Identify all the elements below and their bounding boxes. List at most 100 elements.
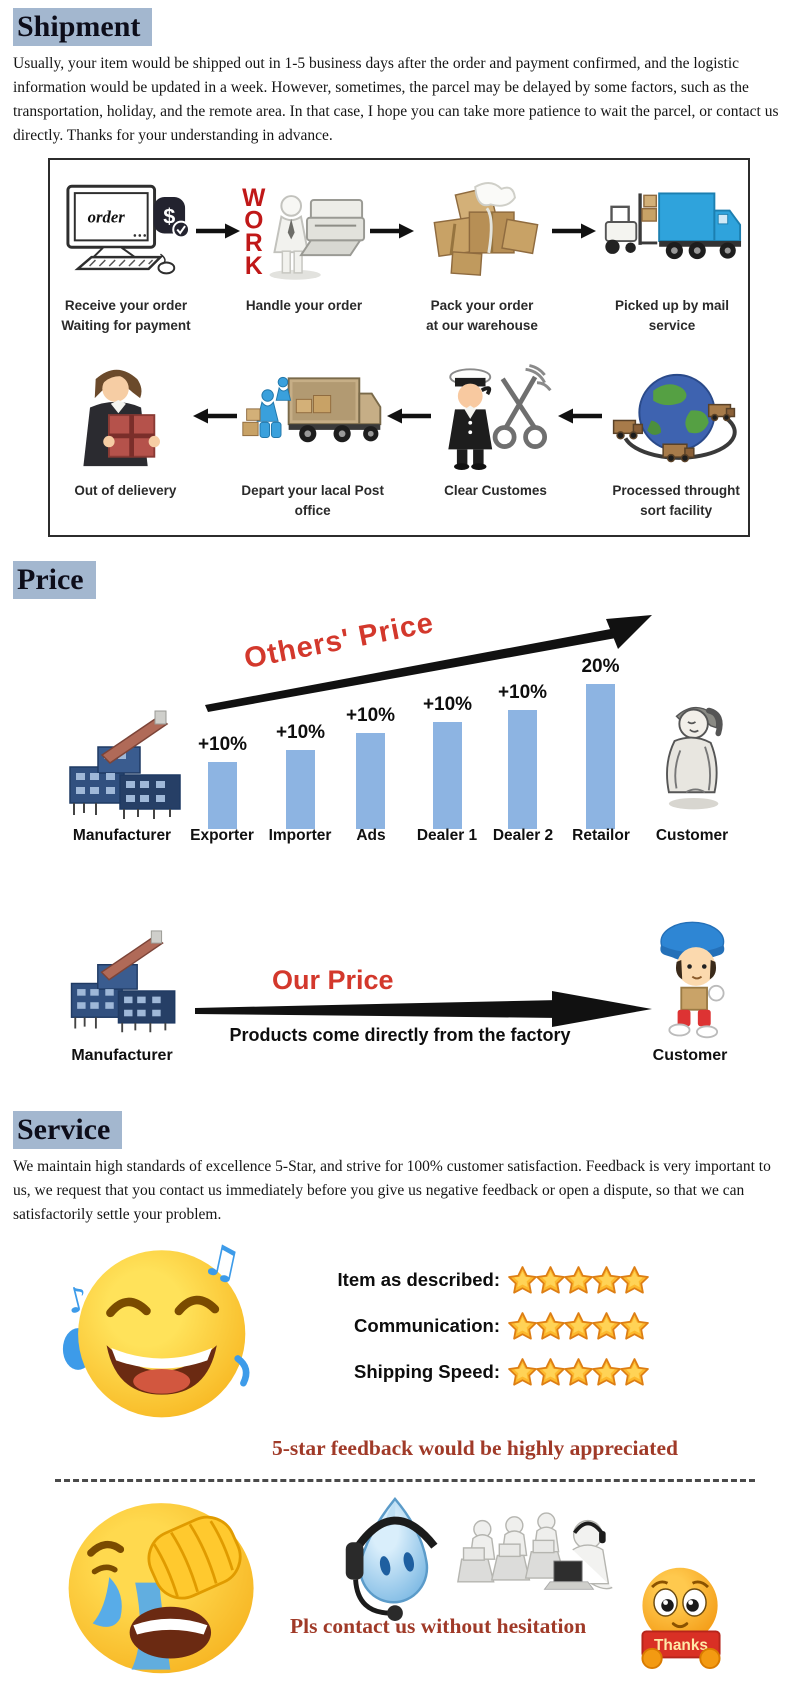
flow-arrow-right	[368, 222, 414, 240]
star-icon	[508, 1311, 537, 1340]
customs-officer-icon	[447, 363, 552, 470]
svg-text:♪: ♪	[62, 1279, 93, 1323]
call-center-team-icon	[457, 1512, 613, 1590]
rating-label: Shipping Speed:	[354, 1361, 500, 1383]
bar-dealer1: +10%	[423, 694, 472, 830]
thanks-emoji-icon: Thanks	[641, 1567, 721, 1670]
flow-step-label: Processed throught sort facility	[612, 482, 740, 518]
flow-step-sort-facility: Processed throught sort facility	[604, 359, 748, 522]
chart-label-dealer1: Dealer 1	[416, 827, 478, 845]
our-price-caption: Products come directly from the factory	[229, 1025, 571, 1046]
waterdrop-headset-icon	[345, 1497, 438, 1622]
flow-step-label: Handle your order	[245, 298, 363, 314]
rating-row-item-described: Item as described:	[288, 1257, 649, 1303]
bar-exporter: +10%	[198, 734, 247, 830]
sad-customer-icon	[666, 706, 723, 810]
factory-icon	[70, 930, 176, 1033]
bar-value-label: 20%	[581, 656, 620, 678]
svg-text:$: $	[163, 204, 175, 229]
chart-label-ads: Ads	[356, 827, 386, 845]
star-icon	[508, 1265, 537, 1294]
flow-arrow-left	[558, 407, 604, 425]
svg-text:♫: ♫	[197, 1235, 246, 1291]
bar-value-label: +10%	[275, 722, 326, 744]
star-icon	[536, 1357, 565, 1386]
flow-arrow-left	[386, 407, 433, 425]
star-rating	[507, 1311, 649, 1342]
laughing-music-emoji-icon: ♫ ♪	[62, 1233, 250, 1418]
arrow-right-icon	[552, 223, 596, 239]
arrow-left-icon	[386, 408, 431, 424]
flow-step-label: Out of delievery	[74, 482, 177, 498]
forklift-truck-icon	[604, 192, 742, 260]
arrow-right-icon	[370, 223, 414, 239]
star-icon	[592, 1357, 621, 1386]
bar-importer: +10%	[276, 722, 325, 830]
bar-retailor: 20%	[581, 656, 620, 830]
bar-value-label: +10%	[422, 694, 473, 716]
star-rating	[507, 1265, 649, 1296]
star-rating	[507, 1357, 649, 1388]
chart-label-dealer2: Dealer 2	[492, 827, 554, 845]
factory-icon	[69, 710, 181, 820]
flow-step-clear-customs: Clear Customes	[433, 359, 559, 501]
five-star-feedback-note: 5-star feedback would be highly apprecia…	[272, 1436, 678, 1461]
our-price-manufacturer-label: Manufacturer	[71, 1047, 173, 1065]
our-price-label: Our Price	[272, 965, 394, 996]
delivery-person-icon	[83, 369, 161, 466]
flow-step-out-delivery: Out of delievery	[58, 359, 193, 501]
rating-label: Item as described:	[337, 1269, 500, 1291]
rating-label: Communication:	[354, 1315, 500, 1337]
flow-step-pack-order: Pack your order at our warehouse	[414, 174, 550, 337]
star-icon	[564, 1265, 593, 1294]
feedback-block: ♫ ♪ Item as described: Communication: Sh…	[0, 1233, 800, 1430]
flow-arrow-left	[192, 407, 239, 425]
flow-step-receive-order: order $ Receive your order Waitin	[58, 174, 194, 337]
globe-trucks-icon	[613, 373, 737, 462]
bar-value-label: +10%	[345, 705, 396, 727]
computer-order-icon: order $	[66, 184, 190, 275]
our-price-diagram: Our Price Products come directly from th…	[0, 907, 800, 1085]
shipment-flow-row-2: Out of delievery	[50, 355, 748, 522]
facepalm-laughing-emoji-icon	[68, 1503, 254, 1674]
bar-ads: +10%	[346, 705, 395, 830]
svg-text:Thanks: Thanks	[654, 1637, 708, 1654]
contact-block: Pls contact us without hesitation Thanks	[0, 1486, 800, 1698]
flow-step-label: Clear Customes	[444, 482, 547, 498]
rating-row-communication: Communication:	[288, 1303, 649, 1349]
flow-step-label: Pack your order at our warehouse	[426, 298, 538, 334]
star-icon	[564, 1357, 593, 1386]
star-icon	[620, 1311, 649, 1340]
service-section-title: Service	[13, 1111, 123, 1150]
warehouse-boxes-icon	[433, 182, 539, 276]
star-icon	[536, 1265, 565, 1294]
shipment-section-title: Shipment	[13, 8, 153, 46]
shipment-flow-row-1: order $ Receive your order Waitin	[50, 170, 748, 337]
chart-label-manufacturer: Manufacturer	[72, 827, 172, 845]
bar-value-label: +10%	[197, 734, 248, 756]
star-icon	[620, 1265, 649, 1294]
dashed-separator	[55, 1479, 755, 1483]
our-price-arrow	[195, 991, 652, 1028]
flow-step-label: Picked up by mail service	[614, 298, 730, 334]
service-intro-text: We maintain high standards of excellence…	[13, 1158, 771, 1224]
shipment-intro-text: Usually, your item would be shipped out …	[13, 55, 779, 145]
flow-arrow-right	[550, 222, 596, 240]
post-office-truck-icon	[242, 376, 381, 442]
chart-label-importer: Importer	[268, 827, 332, 845]
happy-customer-icon	[660, 921, 725, 1039]
others-price-arrow	[205, 615, 652, 713]
chart-label-retailor: Retailor	[572, 827, 630, 845]
flow-step-label: Depart your lacal Post office	[241, 482, 384, 518]
rating-rows: Item as described: Communication: Shippi…	[288, 1257, 649, 1430]
star-icon	[592, 1265, 621, 1294]
chart-label-customer: Customer	[655, 827, 729, 845]
others-price-chart: Others' Price	[0, 605, 800, 865]
star-icon	[508, 1357, 537, 1386]
star-icon	[536, 1311, 565, 1340]
our-price-customer-label: Customer	[652, 1047, 728, 1065]
